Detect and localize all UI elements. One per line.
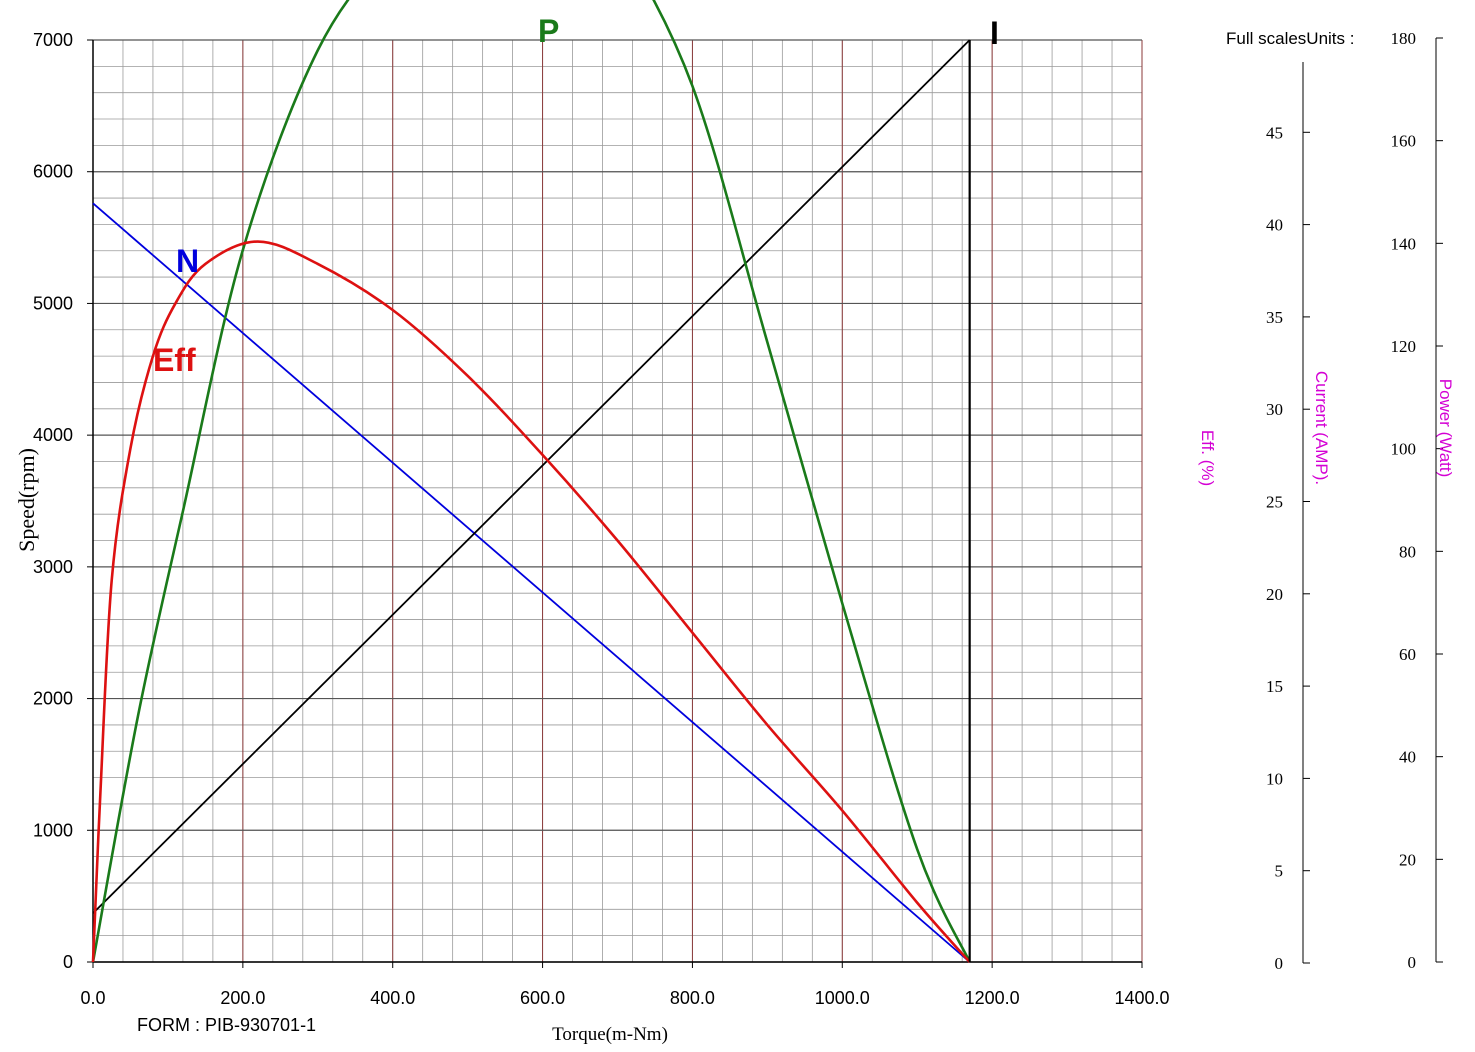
power-tick-label: 180 <box>1391 29 1417 48</box>
series-line-i <box>92 39 971 914</box>
current-tick-label: 15 <box>1266 677 1283 696</box>
power-tick-label: 60 <box>1399 645 1416 664</box>
power-tick-label: 100 <box>1391 440 1417 459</box>
y-tick-label: 0 <box>63 952 73 972</box>
y-tick-label: 1000 <box>33 820 73 840</box>
series-label-eff: Eff <box>153 342 196 378</box>
current-tick-label: 5 <box>1275 862 1284 881</box>
current-axis-title: Current (AMP). <box>1312 371 1331 485</box>
current-tick-label: 0 <box>1275 954 1284 973</box>
power-tick-label: 80 <box>1399 542 1416 561</box>
power-tick-label: 160 <box>1391 132 1417 151</box>
current-tick-label: 40 <box>1266 216 1283 235</box>
power-tick-label: 140 <box>1391 234 1417 253</box>
x-tick-label: 400.0 <box>370 988 415 1008</box>
full-scales-units-label: Full scalesUnits : <box>1226 29 1354 48</box>
x-tick-label: 200.0 <box>220 988 265 1008</box>
grid-major <box>92 39 1143 963</box>
current-tick-label: 25 <box>1266 493 1283 512</box>
series-line-n <box>92 202 971 963</box>
x-axis-title: Torque(m-Nm) <box>552 1024 668 1045</box>
power-tick-label: 0 <box>1408 953 1417 972</box>
x-tick-label: 1200.0 <box>965 988 1020 1008</box>
series-label-i: I <box>990 15 999 51</box>
current-tick-label: 45 <box>1266 123 1283 142</box>
power-tick-label: 20 <box>1399 850 1416 869</box>
axes <box>92 40 1142 963</box>
grid-minor <box>92 39 1143 963</box>
y-tick-label: 3000 <box>33 557 73 577</box>
series-line-p <box>91 0 971 963</box>
current-tick-label: 10 <box>1266 769 1283 788</box>
series-label-p: P <box>538 13 559 49</box>
x-tick-label: 1400.0 <box>1114 988 1169 1008</box>
x-tick-label: 600.0 <box>520 988 565 1008</box>
power-axis-title: Power (Watt) <box>1436 379 1455 478</box>
y-axis-title: Speed(rpm) <box>14 448 39 552</box>
series-lines <box>91 0 971 963</box>
power-tick-label: 40 <box>1399 748 1416 767</box>
right-axes: Eff. (%) 0 5 10 15 20 25 30 35 40 45 Current (AMP).… <box>1198 29 1455 973</box>
y-tick-label: 5000 <box>33 293 73 313</box>
form-label: FORM : PIB-930701-1 <box>137 1015 316 1035</box>
x-tick-label: 1000.0 <box>815 988 870 1008</box>
x-tick-labels: 0.0 200.0 400.0 600.0 800.0 1000.0 1200.0 1400.… <box>80 962 1170 1008</box>
current-tick-label: 35 <box>1266 308 1283 327</box>
x-tick-label: 800.0 <box>670 988 715 1008</box>
current-tick-label: 30 <box>1266 400 1283 419</box>
series-label-n: N <box>176 243 199 279</box>
series-line-eff <box>91 240 971 963</box>
y-tick-labels: 0 1000 2000 3000 4000 5000 6000 7000 <box>33 30 93 972</box>
y-tick-label: 7000 <box>33 30 73 50</box>
eff-axis-title: Eff. (%) <box>1198 430 1217 486</box>
y-tick-label: 6000 <box>33 162 73 182</box>
y-tick-label: 4000 <box>33 425 73 445</box>
y-tick-label: 2000 <box>33 689 73 709</box>
power-tick-label: 120 <box>1391 337 1417 356</box>
x-tick-label: 0.0 <box>80 988 105 1008</box>
current-tick-label: 20 <box>1266 585 1283 604</box>
